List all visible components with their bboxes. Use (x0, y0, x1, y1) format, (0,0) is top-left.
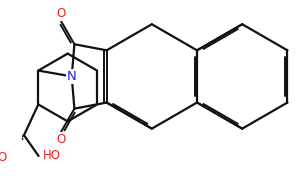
Text: O: O (0, 151, 7, 164)
Text: O: O (56, 7, 65, 20)
Text: N: N (67, 70, 76, 83)
Text: HO: HO (43, 150, 61, 163)
Text: O: O (56, 133, 65, 146)
